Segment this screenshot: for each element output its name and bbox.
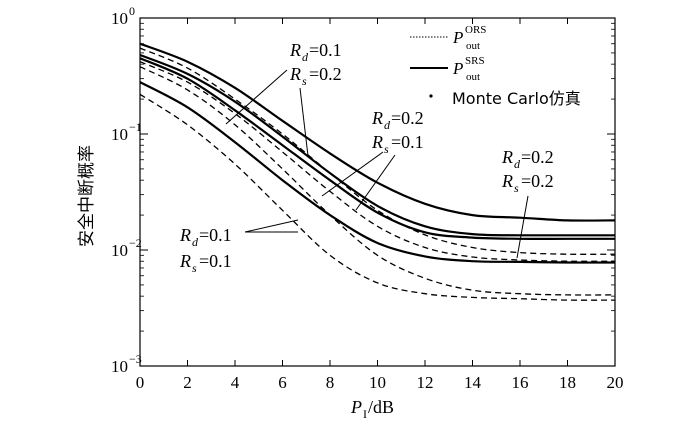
series-line-3: [139, 57, 615, 240]
annotation-2-pointer-b: [355, 154, 396, 211]
plot-frame: [139, 17, 616, 367]
x-tick-label: 20: [607, 373, 624, 392]
y-axis-label: 安全中断概率: [77, 145, 97, 247]
y-tick-label: 10: [111, 357, 128, 376]
legend-srs-symbol: P: [452, 59, 463, 78]
annotation-4-sub2: s: [192, 261, 197, 275]
series-line-2: [139, 53, 615, 237]
legend-mc-label: Monte Carlo仿真: [452, 89, 581, 108]
annotation-rd02-rs02: R d =0.2 R s =0.2: [501, 147, 554, 259]
x-tick-label: 4: [231, 373, 240, 392]
annotation-3-sub2: s: [514, 181, 519, 195]
annotation-1-val2: =0.2: [309, 64, 342, 84]
series-line-7: [139, 66, 616, 296]
series-line-4: [139, 81, 616, 264]
legend-mc-marker: [429, 94, 433, 98]
annotation-2-sub1: d: [384, 118, 391, 132]
x-axis-label-sub: I: [363, 407, 367, 421]
annotation-2-val2: =0.1: [391, 132, 424, 152]
x-axis-label: P: [350, 397, 362, 417]
y-tick-exponent: 0: [129, 4, 135, 18]
x-tick-label: 12: [417, 373, 434, 392]
annotation-4-var1: R: [179, 225, 191, 245]
annotation-4-val1: =0.1: [199, 225, 232, 245]
annotation-1-sub2: s: [302, 74, 307, 88]
legend-ors-sub: out: [466, 40, 480, 52]
annotation-1-pointer-a: [225, 69, 288, 125]
annotation-4-sub1: d: [192, 235, 199, 249]
y-tick-label: 10: [111, 125, 128, 144]
series-line-6: [139, 61, 616, 262]
y-tick-label: 10: [111, 9, 128, 28]
legend-ors-symbol: P: [452, 28, 463, 47]
legend-srs-sub: out: [466, 71, 480, 83]
series-layer: [139, 42, 616, 301]
annotation-4-val2: =0.1: [199, 251, 232, 271]
annotation-2-var1: R: [371, 108, 383, 128]
x-tick-label: 18: [559, 373, 576, 392]
legend: P ORS out P SRS out Monte Carlo仿真: [410, 24, 581, 108]
y-tick-exponent: −2: [129, 236, 142, 250]
annotation-3-sub1: d: [514, 157, 521, 171]
annotation-3-var2: R: [501, 171, 513, 191]
y-tick-exponent: −1: [129, 120, 142, 134]
annotation-1-sub1: d: [302, 50, 309, 64]
annotation-4-pointer-a: [244, 219, 299, 233]
y-tick-label: 10: [111, 241, 128, 260]
legend-ors-sup: ORS: [465, 24, 486, 36]
x-tick-label: 2: [183, 373, 192, 392]
annotation-3-pointer: [516, 195, 529, 259]
annotation-3-var1: R: [501, 147, 513, 167]
series-line-8: [139, 93, 616, 301]
x-tick-label: 6: [278, 373, 287, 392]
annotation-1-val1: =0.1: [309, 40, 342, 60]
y-tick-exponent: −3: [129, 352, 142, 366]
annotation-rd02-rs01: R d =0.2 R s =0.1: [321, 108, 424, 211]
annotation-2-sub2: s: [384, 142, 389, 156]
x-tick-label: 10: [369, 373, 386, 392]
annotation-2-var2: R: [371, 132, 383, 152]
annotation-1-var2: R: [289, 64, 301, 84]
annotation-3-val1: =0.2: [521, 147, 554, 167]
x-tick-label: 14: [464, 373, 482, 392]
annotation-1-var1: R: [289, 40, 301, 60]
annotation-rd01-rs01: R d =0.1 R s =0.1: [179, 219, 299, 275]
x-tick-label: 8: [326, 373, 335, 392]
annotation-2-val1: =0.2: [391, 108, 424, 128]
x-axis-label-unit: /dB: [368, 397, 394, 417]
annotation-4-var2: R: [179, 251, 191, 271]
annotation-rd01-rs02: R d =0.1 R s =0.2: [225, 40, 342, 157]
annotation-3-val2: =0.2: [521, 171, 554, 191]
series-line-5: [139, 47, 616, 255]
annotation-1-pointer-b: [299, 87, 309, 157]
x-tick-label: 0: [136, 373, 145, 392]
legend-srs-sup: SRS: [465, 55, 485, 67]
series-line-1: [139, 42, 616, 222]
annotation-2-pointer-a: [321, 151, 384, 197]
x-tick-label: 16: [512, 373, 529, 392]
